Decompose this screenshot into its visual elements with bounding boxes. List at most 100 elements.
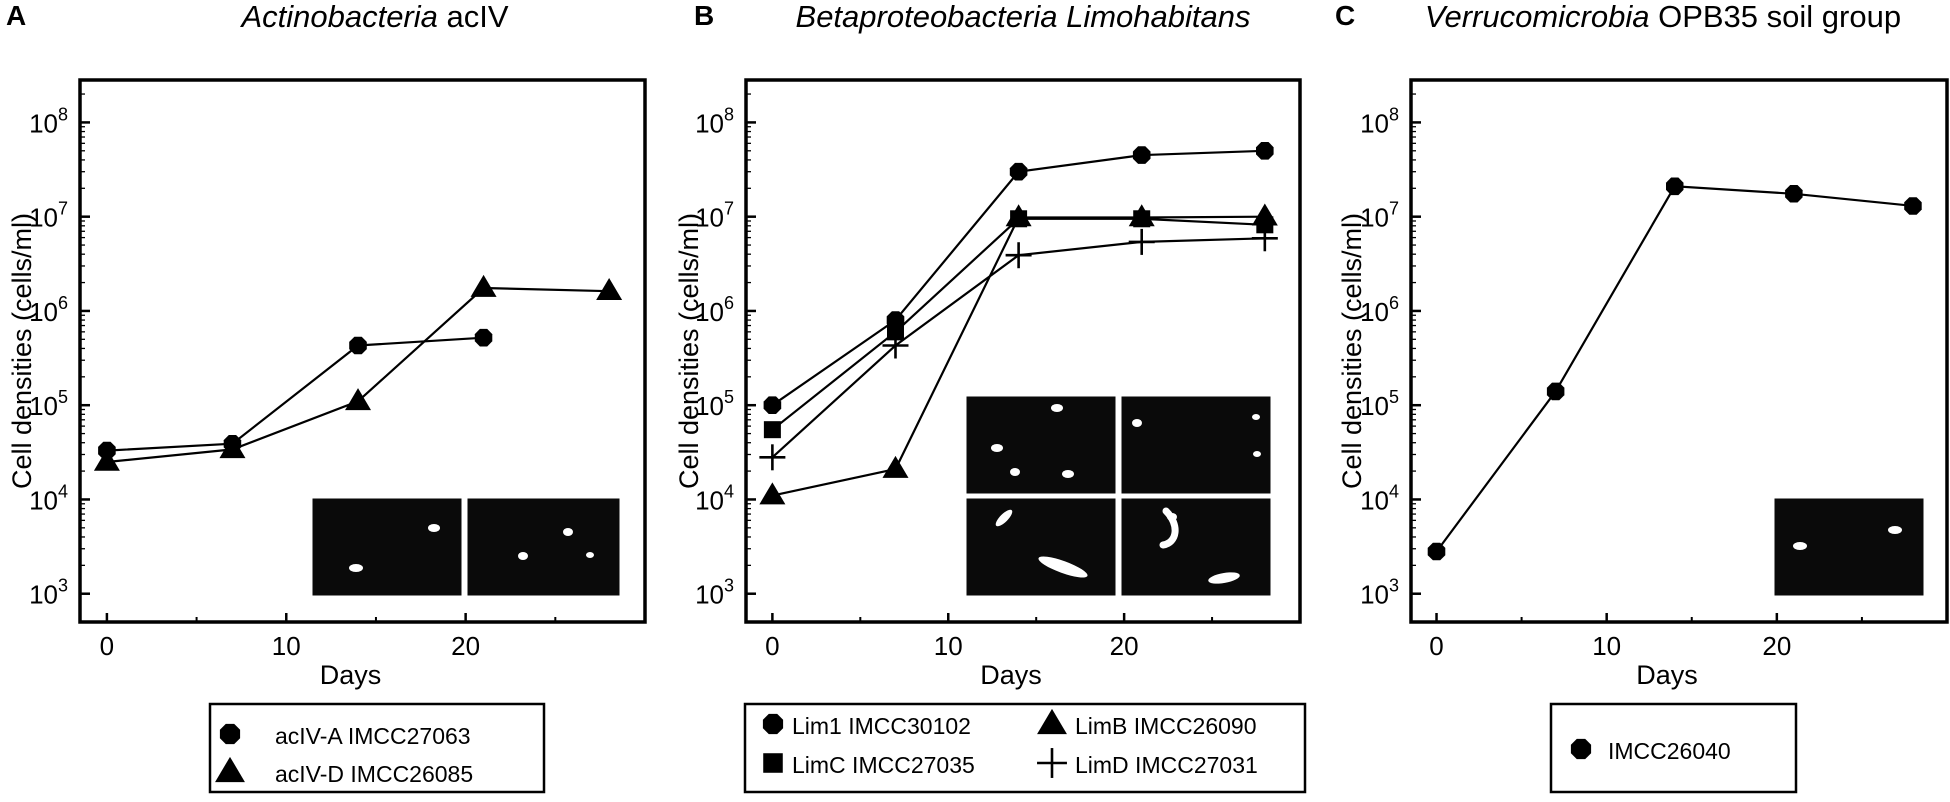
y-tick-base: 10 <box>695 391 724 421</box>
legend-marker <box>215 756 245 783</box>
micrograph-insets <box>1771 495 1927 599</box>
cell-blob <box>1010 468 1020 476</box>
series-circle <box>98 328 493 460</box>
y-tick-exponent: 8 <box>58 104 68 124</box>
legend-marker <box>1570 738 1592 760</box>
y-tick-exponent: 6 <box>1389 293 1399 313</box>
y-tick-base: 10 <box>29 297 58 327</box>
y-axis-label: Cell densities (cells/ml) <box>1337 213 1367 489</box>
data-point <box>1666 177 1684 196</box>
cell-blob <box>1252 414 1260 420</box>
cell-blob <box>1051 404 1063 412</box>
y-tick-base: 10 <box>1360 391 1389 421</box>
x-tick-label: 20 <box>1762 631 1791 661</box>
series-line <box>106 286 610 464</box>
legend-label: acIV-A IMCC27063 <box>275 723 471 749</box>
panel-letter: C <box>1335 0 1355 31</box>
legend-box <box>743 702 1307 794</box>
panel-c: C Verrucomicrobia OPB35 soil group 0 10 20 Da… <box>1335 0 1949 794</box>
data-point <box>470 274 497 297</box>
data-point <box>763 421 781 439</box>
data-point <box>1133 210 1151 228</box>
legend-box <box>1549 702 1798 794</box>
legend-label: LimC IMCC27035 <box>792 752 975 778</box>
chart-title-rest: OPB35 soil group <box>1649 0 1901 34</box>
y-tick-label: 104 <box>695 481 734 515</box>
legend-marker <box>762 713 784 735</box>
data-point <box>759 444 786 471</box>
legend-label: Lim1 IMCC30102 <box>792 713 971 739</box>
y-tick-base: 10 <box>1360 580 1389 610</box>
x-axis-label: Days <box>1636 660 1698 690</box>
legend: Lim1 IMCC30102 LimB IMCC26090 LimC IMCC270… <box>743 702 1307 794</box>
y-tick-label: 106 <box>695 293 734 327</box>
legend-item: Lim1 IMCC30102 <box>762 713 971 739</box>
data-point <box>1256 142 1274 160</box>
cell-blob <box>1038 556 1088 578</box>
y-tick-label: 107 <box>1360 199 1399 233</box>
data-point <box>474 328 493 347</box>
y-tick-exponent: 8 <box>1389 104 1399 124</box>
chart-title-rest: acIV <box>438 0 509 34</box>
micrograph-insets <box>309 495 623 599</box>
micrograph-inset <box>963 495 1119 599</box>
y-tick-base: 10 <box>1360 297 1389 327</box>
data-point <box>763 396 782 414</box>
x-tick-label: 20 <box>1110 631 1139 661</box>
data-point <box>759 482 786 505</box>
legend-label: LimB IMCC26090 <box>1075 713 1257 739</box>
data-point <box>1132 146 1151 164</box>
y-tick-label: 103 <box>29 576 68 610</box>
x-axis: 0 10 20 <box>100 613 557 661</box>
legend-marker <box>763 753 783 773</box>
y-tick-label: 105 <box>1360 387 1399 421</box>
legend: acIV-A IMCC27063 acIV-D IMCC26085 <box>208 702 546 794</box>
cell-blob <box>1062 470 1074 478</box>
y-tick-exponent: 6 <box>58 293 68 313</box>
cell-blob <box>1253 451 1261 457</box>
micrograph-inset <box>309 495 465 599</box>
panel-b: B Betaproteobacteria Limohabitans 0 10 20 Day… <box>674 0 1307 794</box>
y-tick-exponent: 6 <box>724 293 734 313</box>
x-tick-label: 0 <box>765 631 779 661</box>
y-tick-exponent: 5 <box>1389 387 1399 407</box>
y-tick-exponent: 4 <box>58 481 68 501</box>
cell-blob <box>1208 572 1240 584</box>
y-tick-label: 108 <box>695 104 734 138</box>
y-tick-exponent: 4 <box>724 481 734 501</box>
cell-blob <box>1159 507 1179 549</box>
cell-blob <box>1793 542 1807 550</box>
chart-title: Verrucomicrobia OPB35 soil group <box>1425 0 1901 34</box>
legend-label: acIV-D IMCC26085 <box>275 761 473 787</box>
data-point <box>596 277 623 300</box>
cell-blob <box>991 444 1003 452</box>
data-point <box>882 455 909 478</box>
chart-title-italic: Actinobacteria <box>239 0 437 34</box>
x-tick-label: 0 <box>1429 631 1443 661</box>
data-point <box>1005 242 1032 269</box>
legend: IMCC26040 <box>1549 702 1798 794</box>
plot-frame <box>1409 78 1949 624</box>
series-group <box>759 142 1278 505</box>
x-tick-label: 0 <box>100 631 114 661</box>
x-tick-label: 10 <box>934 631 963 661</box>
cell-blob <box>518 552 528 560</box>
legend-marker <box>1037 748 1067 778</box>
y-tick-label: 103 <box>695 576 734 610</box>
legend-item: LimC IMCC27035 <box>763 752 975 778</box>
y-tick-exponent: 5 <box>724 387 734 407</box>
y-tick-base: 10 <box>695 297 724 327</box>
y-tick-label: 107 <box>695 199 734 233</box>
y-tick-exponent: 7 <box>724 199 734 219</box>
legend-label: LimD IMCC27031 <box>1075 752 1258 778</box>
series-square <box>763 210 1274 439</box>
data-point <box>1010 210 1028 228</box>
y-tick-label: 106 <box>1360 293 1399 327</box>
legend-item: IMCC26040 <box>1570 738 1731 764</box>
data-point <box>1251 225 1278 252</box>
data-point <box>349 336 367 355</box>
y-tick-base: 10 <box>29 580 58 610</box>
series-circle <box>763 142 1274 414</box>
x-axis-label: Days <box>980 660 1042 690</box>
